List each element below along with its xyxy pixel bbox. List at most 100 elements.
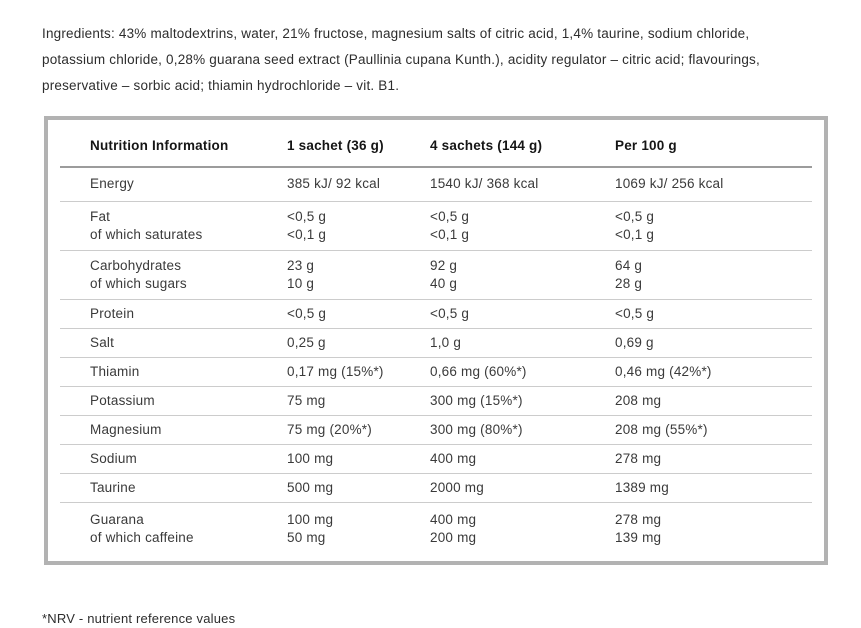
- row-value: 0,66 mg (60%*): [430, 364, 527, 379]
- row-value: 1,0 g: [430, 335, 462, 350]
- column-header-nutrition-information: Nutrition Information: [90, 138, 229, 153]
- row-value-cell: 100 mg 50 mg: [287, 511, 430, 547]
- row-value-cell: 500 mg: [287, 480, 430, 496]
- row-label: Magnesium: [90, 422, 162, 437]
- row-sublabel: of which saturates: [90, 227, 203, 242]
- row-label: Taurine: [90, 480, 136, 495]
- row-label-cell: Magnesium: [90, 422, 287, 438]
- ingredients-text: Ingredients: 43% maltodextrins, water, 2…: [42, 25, 760, 93]
- row-value: 92 g: [430, 258, 458, 273]
- row-value: 64 g: [615, 258, 643, 273]
- row-value: 75 mg: [287, 393, 326, 408]
- row-value-cell: 100 mg: [287, 451, 430, 467]
- row-value-cell: 208 mg: [615, 393, 812, 409]
- row-value: 400 mg: [430, 512, 477, 527]
- row-value: 300 mg (15%*): [430, 393, 523, 408]
- row-value-cell: 400 mg 200 mg: [430, 511, 615, 547]
- table-row: Sodium 100 mg 400 mg 278 mg: [60, 445, 812, 474]
- row-label-cell: Carbohydrates of which sugars: [90, 257, 287, 293]
- row-subvalue: <0,1 g: [430, 227, 470, 242]
- row-subvalue: 139 mg: [615, 530, 662, 545]
- row-value-cell: 0,25 g: [287, 335, 430, 351]
- row-value-cell: 64 g 28 g: [615, 257, 812, 293]
- row-value-cell: 300 mg (80%*): [430, 422, 615, 438]
- row-value: 0,69 g: [615, 335, 654, 350]
- row-subvalue: <0,1 g: [287, 227, 327, 242]
- row-label: Salt: [90, 335, 115, 350]
- row-value-cell: 2000 mg: [430, 480, 615, 496]
- row-label-cell: Guarana of which caffeine: [90, 511, 287, 547]
- row-value: 300 mg (80%*): [430, 422, 523, 437]
- row-value-cell: 0,66 mg (60%*): [430, 364, 615, 380]
- row-value: 0,17 mg (15%*): [287, 364, 384, 379]
- row-value: <0,5 g: [287, 209, 327, 224]
- row-value-cell: <0,5 g: [615, 306, 812, 322]
- row-value-cell: 0,17 mg (15%*): [287, 364, 430, 380]
- row-value: 0,46 mg (42%*): [615, 364, 712, 379]
- row-label-cell: Sodium: [90, 451, 287, 467]
- row-value-cell: 400 mg: [430, 451, 615, 467]
- table-row: Energy 385 kJ/ 92 kcal 1540 kJ/ 368 kcal 10…: [60, 168, 812, 202]
- row-subvalue: 200 mg: [430, 530, 477, 545]
- row-value: 100 mg: [287, 512, 334, 527]
- row-value-cell: <0,5 g: [430, 306, 615, 322]
- row-value-cell: <0,5 g <0,1 g: [287, 208, 430, 244]
- table-row: Taurine 500 mg 2000 mg 1389 mg: [60, 474, 812, 503]
- row-label-cell: Energy: [90, 176, 287, 192]
- row-value: 208 mg: [615, 393, 662, 408]
- row-label: Energy: [90, 176, 134, 191]
- row-value-cell: 1540 kJ/ 368 kcal: [430, 176, 615, 192]
- row-subvalue: <0,1 g: [615, 227, 655, 242]
- row-value-cell: 300 mg (15%*): [430, 393, 615, 409]
- row-label: Sodium: [90, 451, 137, 466]
- row-value-cell: 0,46 mg (42%*): [615, 364, 812, 380]
- row-value-cell: 1389 mg: [615, 480, 812, 496]
- nrv-footnote: *NRV - nutrient reference values: [42, 611, 236, 626]
- row-value: 400 mg: [430, 451, 477, 466]
- row-sublabel: of which sugars: [90, 276, 187, 291]
- column-header-per-100g: Per 100 g: [615, 138, 677, 153]
- table-row: Fat of which saturates <0,5 g <0,1 g <0,5 g <…: [60, 202, 812, 251]
- row-value: <0,5 g: [615, 209, 655, 224]
- row-value: 278 mg: [615, 512, 662, 527]
- row-label-cell: Thiamin: [90, 364, 287, 380]
- row-value-cell: 1069 kJ/ 256 kcal: [615, 176, 812, 192]
- table-header-row: Nutrition Information 1 sachet (36 g) 4 …: [60, 120, 812, 168]
- row-value-cell: <0,5 g <0,1 g: [430, 208, 615, 244]
- row-subvalue: 50 mg: [287, 530, 326, 545]
- row-subvalue: 10 g: [287, 276, 315, 291]
- row-value: 2000 mg: [430, 480, 484, 495]
- table-row: Magnesium 75 mg (20%*) 300 mg (80%*) 208 mg…: [60, 416, 812, 445]
- row-value-cell: 208 mg (55%*): [615, 422, 812, 438]
- row-value: 0,25 g: [287, 335, 326, 350]
- row-value: 1389 mg: [615, 480, 669, 495]
- table-row: Thiamin 0,17 mg (15%*) 0,66 mg (60%*) 0,46 …: [60, 358, 812, 387]
- row-value: <0,5 g: [430, 209, 470, 224]
- table-row: Guarana of which caffeine 100 mg 50 mg 400 m…: [60, 503, 812, 561]
- row-label-cell: Potassium: [90, 393, 287, 409]
- row-value: 1069 kJ/ 256 kcal: [615, 176, 724, 191]
- row-label: Guarana: [90, 512, 144, 527]
- row-value-cell: 23 g 10 g: [287, 257, 430, 293]
- row-value: <0,5 g: [615, 306, 655, 321]
- row-label: Potassium: [90, 393, 155, 408]
- column-header-4-sachets: 4 sachets (144 g): [430, 138, 543, 153]
- row-label: Protein: [90, 306, 135, 321]
- row-label-cell: Fat of which saturates: [90, 208, 287, 244]
- table-body: Energy 385 kJ/ 92 kcal 1540 kJ/ 368 kcal 10…: [60, 168, 812, 561]
- row-value-cell: 278 mg: [615, 451, 812, 467]
- row-value-cell: <0,5 g <0,1 g: [615, 208, 812, 244]
- row-value-cell: 75 mg: [287, 393, 430, 409]
- row-value: 278 mg: [615, 451, 662, 466]
- row-value: <0,5 g: [287, 306, 327, 321]
- row-sublabel: of which caffeine: [90, 530, 194, 545]
- table-row: Protein <0,5 g <0,5 g <0,5 g: [60, 300, 812, 329]
- row-label: Thiamin: [90, 364, 140, 379]
- row-label: Fat: [90, 209, 111, 224]
- row-value: 500 mg: [287, 480, 334, 495]
- row-value: 75 mg (20%*): [287, 422, 372, 437]
- row-value: <0,5 g: [430, 306, 470, 321]
- row-subvalue: 40 g: [430, 276, 458, 291]
- row-value-cell: 1,0 g: [430, 335, 615, 351]
- row-label-cell: Salt: [90, 335, 287, 351]
